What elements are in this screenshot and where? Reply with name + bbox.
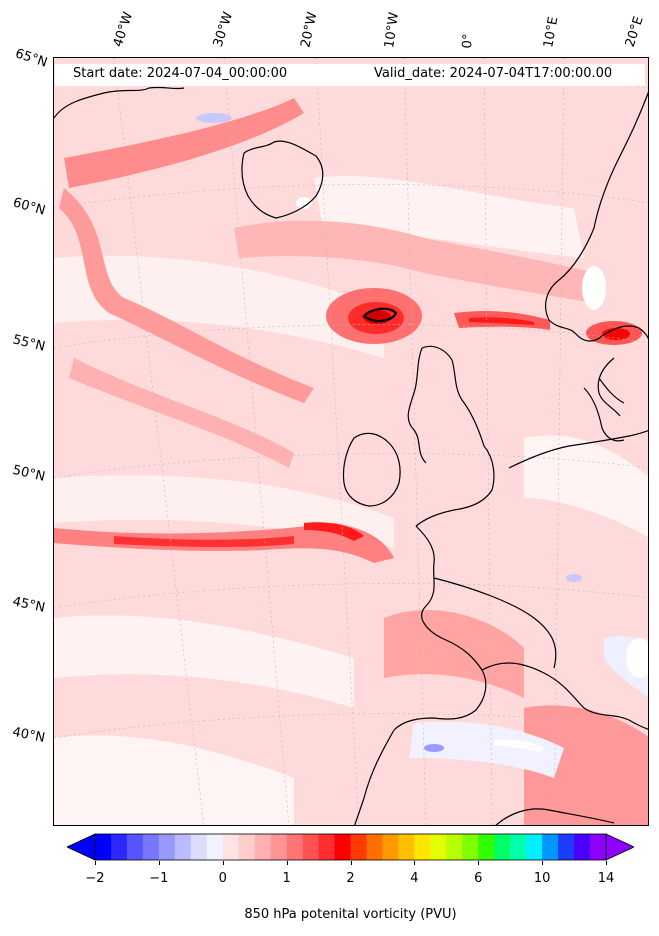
colorbar-cell xyxy=(366,834,383,860)
colorbar-tick-mark xyxy=(542,861,544,865)
colorbar-min-extend xyxy=(67,833,96,861)
lon-label-0: 0° xyxy=(460,33,477,49)
colorbar-cell xyxy=(190,834,208,860)
colorbar-tick-label: 1 xyxy=(282,871,291,886)
colorbar-cell xyxy=(126,834,144,860)
colorbar-tick-label: 10 xyxy=(533,871,551,886)
pv-negative-area xyxy=(409,721,564,778)
lat-label-40n: 40°N xyxy=(11,724,47,746)
colorbar-cell xyxy=(510,834,527,860)
colorbar-tick-mark xyxy=(350,861,352,865)
coastlines xyxy=(54,86,648,825)
valid-date-label: Valid_date: 2024-07-04T17:00:00.00 xyxy=(374,66,613,81)
colorbar-tick-mark xyxy=(414,861,416,865)
colorbar-cell xyxy=(542,834,559,860)
colorbar-cell xyxy=(334,834,351,860)
potential-vorticity-map xyxy=(54,58,648,825)
colorbar-cell xyxy=(318,834,336,860)
lat-label-60n: 60°N xyxy=(11,195,47,219)
colorbar-tick-mark xyxy=(606,861,607,865)
colorbar-tick-label: 6 xyxy=(474,871,483,886)
colorbar-cell xyxy=(95,834,112,860)
map-panel xyxy=(53,57,649,826)
colorbar-cell xyxy=(238,834,256,860)
colorbar-cell xyxy=(382,834,399,860)
colorbar-tick-mark xyxy=(222,861,224,865)
start-date-label: Start date: 2024-07-04_00:00:00 xyxy=(73,66,288,81)
colorbar-tick-mark xyxy=(286,861,288,865)
lon-label-20e: 20°E xyxy=(622,14,647,50)
colorbar-max-extend xyxy=(605,833,634,861)
lat-label-55n: 55°N xyxy=(11,332,47,355)
lon-label-20w: 20°W xyxy=(298,10,321,49)
lat-label-45n: 45°N xyxy=(11,594,47,616)
colorbar-tick-label: 2 xyxy=(346,871,355,886)
colorbar-cell xyxy=(558,834,575,860)
colorbar-tick-label: 0 xyxy=(218,871,227,886)
lon-label-10w: 10°W xyxy=(382,11,402,49)
colorbar-cell xyxy=(398,834,415,860)
pv-high-band xyxy=(64,98,304,188)
colorbar-cell xyxy=(414,834,431,860)
colorbar-cell xyxy=(350,834,367,860)
colorbar-cell xyxy=(254,834,272,860)
colorbar-cell xyxy=(206,834,224,860)
colorbar-cell xyxy=(158,834,176,860)
colorbar-cell xyxy=(222,834,240,860)
colorbar-cell xyxy=(478,834,495,860)
lon-label-40w: 40°W xyxy=(110,10,137,49)
date-header-strip xyxy=(55,64,645,86)
colorbar-tick-label: 4 xyxy=(410,871,419,886)
colorbar-tick-label: −1 xyxy=(149,871,169,886)
colorbar-cell xyxy=(590,834,607,860)
colorbar xyxy=(67,833,634,861)
colorbar-cell xyxy=(446,834,463,860)
colorbar-cell xyxy=(430,834,447,860)
colorbar-tick-mark xyxy=(478,861,480,865)
colorbar-cell xyxy=(174,834,192,860)
colorbar-cell xyxy=(286,834,304,860)
colorbar-label: 850 hPa potenital vorticity (PVU) xyxy=(244,907,457,922)
colorbar-cells xyxy=(95,834,607,860)
colorbar-cell xyxy=(270,834,288,860)
colorbar-tick-label: 14 xyxy=(597,871,615,886)
lon-label-10e: 10°E xyxy=(541,15,562,49)
colorbar-cell xyxy=(574,834,591,860)
colorbar-cell xyxy=(110,834,128,860)
colorbar-tick-mark xyxy=(158,861,160,865)
colorbar-tick-mark xyxy=(95,861,96,865)
colorbar-cell xyxy=(462,834,479,860)
lat-label-50n: 50°N xyxy=(11,462,47,485)
pv-low-band xyxy=(54,255,384,358)
colorbar-cell xyxy=(526,834,543,860)
colorbar-cell xyxy=(494,834,511,860)
colorbar-cell xyxy=(302,834,320,860)
lat-label-65n: 65°N xyxy=(13,46,50,71)
lon-label-30w: 30°W xyxy=(210,10,237,49)
colorbar-cell xyxy=(142,834,160,860)
colorbar-tick-label: −2 xyxy=(85,871,105,886)
